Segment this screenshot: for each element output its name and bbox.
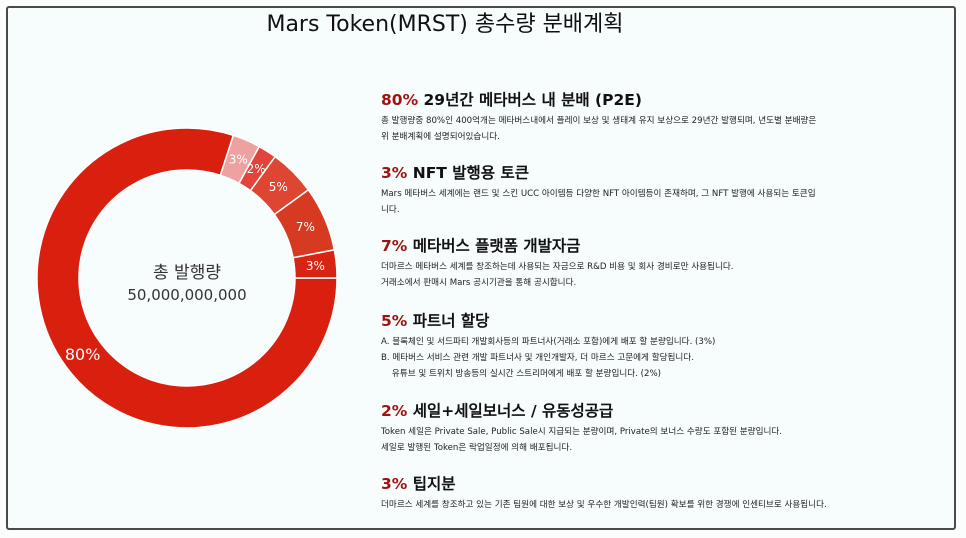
section-title: 세일+세일보너스 / 유동성공급	[412, 402, 614, 420]
section-description: A. 블록체인 및 서드파티 개발회사등의 파트너사(거래소 포함)에게 배포 …	[381, 334, 921, 382]
slice-p2e	[36, 127, 338, 429]
section-line: 더마르스 세계를 창조하고 있는 기존 팀원에 대한 보상 및 우수한 개발인력…	[381, 500, 827, 510]
section-percent: 7%	[381, 237, 408, 255]
total-supply-value: 50,000,000,000	[127, 286, 247, 304]
section-nft: 3% NFT 발행용 토큰 Mars 메타버스 세계에는 랜드 및 스킨 UCC…	[381, 161, 921, 218]
donut-chart: 80%3%2%5%7%3%	[36, 127, 338, 429]
slice-p2e-label: 80%	[65, 345, 101, 364]
section-partners: 5% 파트너 할당 A. 블록체인 및 서드파티 개발회사등의 파트너사(거래소…	[381, 309, 921, 382]
section-line: 니다.	[381, 205, 400, 215]
section-line: A. 블록체인 및 서드파티 개발회사등의 파트너사(거래소 포함)에게 배포 …	[381, 337, 716, 347]
section-line: 더마르스 메타버스 세계를 창조하는데 사용되는 자금으로 R&D 비용 및 회…	[381, 262, 734, 272]
section-description: Token 세일은 Private Sale, Public Sale시 지급되…	[381, 424, 921, 456]
section-line: 거래소에서 판매시 Mars 공시기관을 통해 공시합니다.	[381, 278, 577, 288]
section-line: 위 분배계획에 설명되어있습니다.	[381, 132, 500, 142]
section-p2e: 80% 29년간 메타버스 내 분배 (P2E) 총 발행량중 80%인 400…	[381, 88, 921, 145]
section-sale: 2% 세일+세일보너스 / 유동성공급 Token 세일은 Private Sa…	[381, 399, 921, 456]
donut-center-label: 총 발행량 50,000,000,000	[87, 262, 287, 306]
section-line: Token 세일은 Private Sale, Public Sale시 지급되…	[381, 427, 783, 437]
slice-nft-label: 3%	[306, 259, 325, 273]
section-percent: 3%	[381, 475, 408, 493]
section-percent: 2%	[381, 402, 408, 420]
section-title: 파트너 할당	[412, 312, 490, 330]
section-percent: 3%	[381, 164, 408, 182]
section-description: 총 발행량중 80%인 400억개는 메타버스내에서 플레이 보상 및 생태계 …	[381, 113, 921, 145]
section-title: NFT 발행용 토큰	[412, 164, 529, 182]
slice-team-label: 3%	[229, 153, 248, 167]
section-description: Mars 메타버스 세계에는 랜드 및 스킨 UCC 아이템등 다양한 NFT …	[381, 186, 921, 218]
slice-nft	[292, 249, 338, 279]
section-line: Mars 메타버스 세계에는 랜드 및 스킨 UCC 아이템등 다양한 NFT …	[381, 189, 816, 199]
section-title: 메타버스 플랫폼 개발자금	[412, 237, 581, 255]
section-team: 3% 팁지분 더마르스 세계를 창조하고 있는 기존 팀원에 대한 보상 및 우…	[381, 472, 921, 513]
section-line: 유튜브 및 트위치 방송등의 실시간 스트리머에게 배포 할 분량입니다. (2…	[381, 369, 661, 379]
section-percent: 80%	[381, 91, 419, 109]
total-supply-label: 총 발행량	[153, 263, 221, 283]
section-line: B. 메타버스 서비스 관련 개발 파트너사 및 개인개발자, 더 마르스 고문…	[381, 353, 694, 363]
section-heading: 7% 메타버스 플랫폼 개발자금	[381, 234, 921, 256]
section-description: 더마르스 메타버스 세계를 창조하는데 사용되는 자금으로 R&D 비용 및 회…	[381, 259, 921, 291]
slice-partners-label: 5%	[269, 180, 288, 194]
section-heading: 3% NFT 발행용 토큰	[381, 161, 921, 183]
section-heading: 2% 세일+세일보너스 / 유동성공급	[381, 399, 921, 421]
slice-dev-fund-label: 7%	[296, 220, 315, 234]
page-frame	[6, 6, 956, 530]
section-percent: 5%	[381, 312, 408, 330]
section-line: 총 발행량중 80%인 400억개는 메타버스내에서 플레이 보상 및 생태계 …	[381, 116, 817, 126]
section-heading: 5% 파트너 할당	[381, 309, 921, 331]
section-title: 29년간 메타버스 내 분배 (P2E)	[423, 91, 642, 109]
section-dev-fund: 7% 메타버스 플랫폼 개발자금 더마르스 메타버스 세계를 창조하는데 사용되…	[381, 234, 921, 291]
section-heading: 3% 팁지분	[381, 472, 921, 494]
slice-sale-label: 2%	[247, 162, 266, 176]
section-title: 팁지분	[412, 475, 456, 493]
section-line: 세일로 발행된 Token은 락업일정에 의해 배포됩니다.	[381, 443, 573, 453]
page-title: Mars Token(MRST) 총수량 분배계획	[266, 12, 624, 37]
section-heading: 80% 29년간 메타버스 내 분배 (P2E)	[381, 88, 921, 110]
section-description: 더마르스 세계를 창조하고 있는 기존 팀원에 대한 보상 및 우수한 개발인력…	[381, 497, 921, 513]
